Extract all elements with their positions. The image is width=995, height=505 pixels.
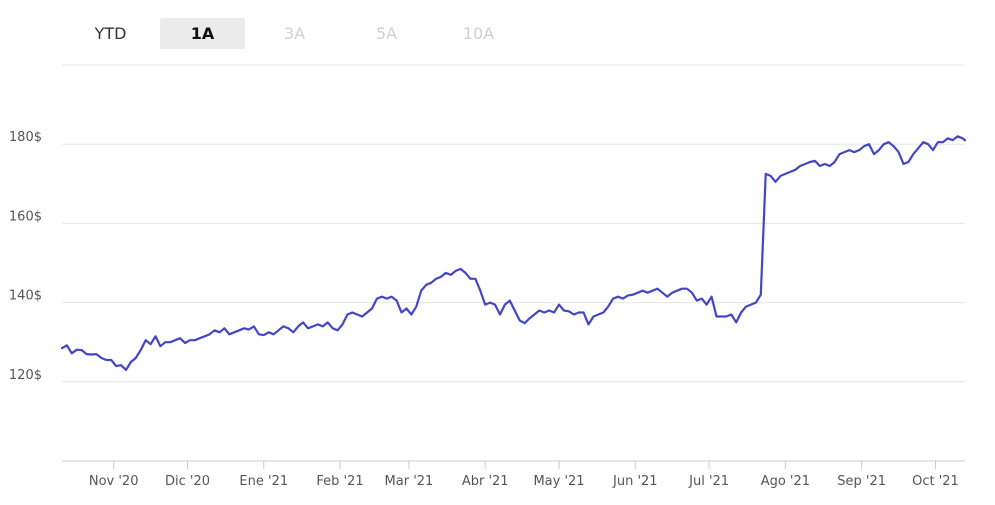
y-tick-label: 180$ (9, 130, 42, 145)
range-button-3a: 3A (252, 18, 337, 49)
range-selector: YTD 1A 3A 5A 10A (68, 18, 521, 49)
x-axis: Nov '20 Dic '20 Ene '21 Feb '21 Mar '21 Abr '… (62, 460, 965, 489)
y-tick-label: 140$ (9, 289, 42, 304)
x-tick-label: Sep '21 (837, 474, 886, 489)
x-tick-label: Mar '21 (385, 474, 434, 489)
x-tick-label: May '21 (533, 474, 584, 489)
range-button-10a: 10A (436, 18, 521, 49)
y-tick-label: 120$ (9, 368, 42, 383)
x-tick-label: Feb '21 (316, 474, 363, 489)
x-tick-label: Ene '21 (239, 474, 288, 489)
x-tick-label: Jun '21 (612, 474, 658, 489)
x-tick-label: Jul '21 (688, 474, 729, 489)
x-tick-label: Dic '20 (165, 474, 210, 489)
range-button-ytd[interactable]: YTD (68, 18, 153, 49)
x-tick-label: Oct '21 (912, 474, 959, 489)
x-tick-label: Ago '21 (761, 474, 810, 489)
y-tick-label: 160$ (9, 209, 42, 224)
x-tick-label: Nov '20 (89, 474, 139, 489)
series-layer (60, 135, 967, 371)
range-button-5a: 5A (344, 18, 429, 49)
gridlines (62, 64, 965, 383)
y-axis-tick-labels: 120$ 140$ 160$ 180$ (9, 130, 42, 383)
x-tick-label: Abr '21 (462, 474, 509, 489)
range-button-1a[interactable]: 1A (160, 18, 245, 49)
series-line (60, 135, 967, 371)
